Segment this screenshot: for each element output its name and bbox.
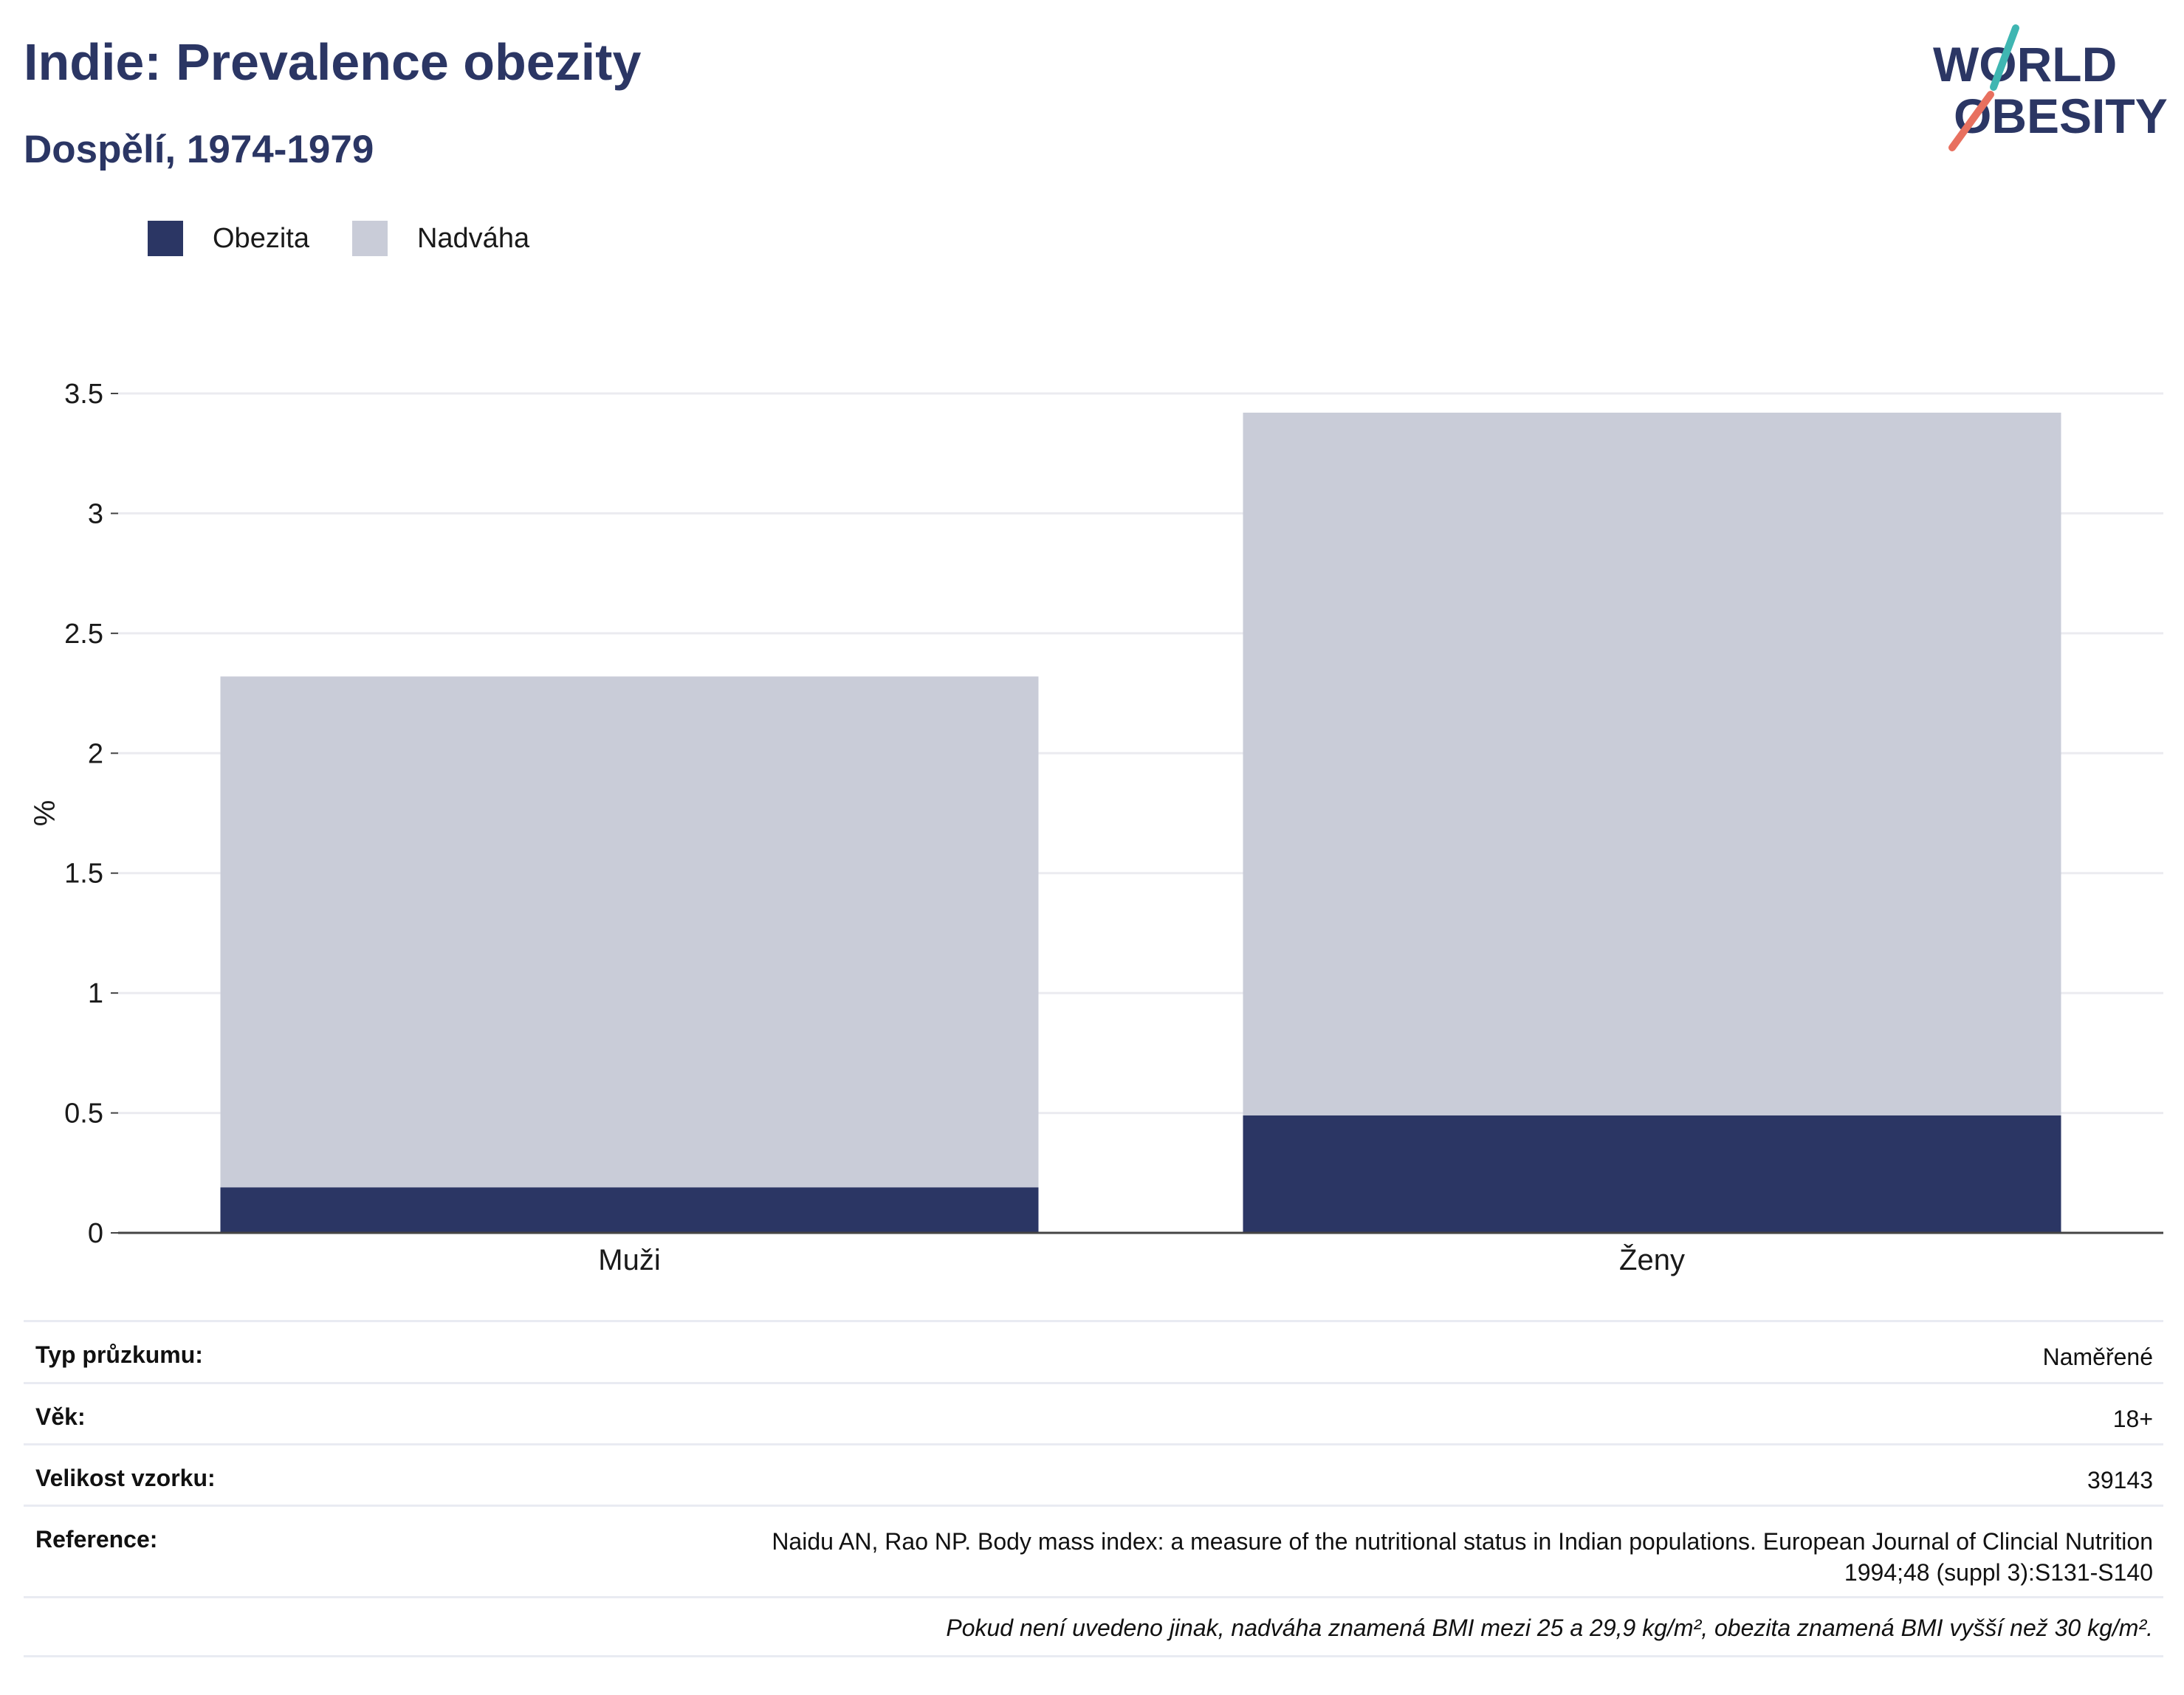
- y-tick-label: 1: [88, 978, 103, 1009]
- info-row-reference: Reference: Naidu AN, Rao NP. Body mass i…: [24, 1505, 2163, 1596]
- y-tick-label: 3.5: [64, 379, 103, 410]
- info-table: Typ průzkumu: Naměřené Věk: 18+ Velikost…: [24, 1320, 2163, 1657]
- legend-swatch-nadvaha: [351, 221, 388, 256]
- footnote: Pokud není uvedeno jinak, nadváha znamen…: [946, 1615, 2153, 1641]
- info-row-survey-type: Typ průzkumu: Naměřené: [24, 1320, 2163, 1382]
- info-row-age: Věk: 18+: [24, 1382, 2163, 1443]
- info-value: Naidu AN, Rao NP. Body mass index: a mea…: [772, 1526, 2153, 1588]
- bars: [220, 412, 2061, 1233]
- info-row-sample-size: Velikost vzorku: 39143: [24, 1443, 2163, 1505]
- chart-subtitle: Dospělí, 1974-1979: [24, 128, 374, 171]
- legend-item-nadvaha: Nadváha: [351, 221, 530, 256]
- bar-chart: 0 0.5 1 1.5 2 2.5 3 3.5 Muži Ženy %: [29, 379, 2163, 1276]
- logo-line1: WORLD: [1933, 37, 2117, 92]
- world-obesity-logo: WORLD OBESITY: [1933, 24, 2168, 151]
- y-tick-label: 1.5: [64, 859, 103, 890]
- y-tick-label: 2: [88, 738, 103, 769]
- bar-nadvaha-0: [220, 676, 1039, 1188]
- info-key: Velikost vzorku:: [35, 1465, 216, 1491]
- info-value: Naměřené: [2042, 1344, 2153, 1370]
- legend: Obezita Nadváha: [148, 218, 572, 259]
- bar-nadvaha-1: [1243, 412, 2061, 1115]
- legend-label-nadvaha: Nadváha: [416, 222, 530, 254]
- info-value: 18+: [2112, 1406, 2153, 1432]
- bar-obezita-1: [1243, 1115, 2061, 1233]
- y-axis-ticks: 0 0.5 1 1.5 2 2.5 3 3.5: [64, 379, 118, 1249]
- legend-swatch-obezita: [148, 221, 183, 256]
- legend-label-obezita: Obezita: [213, 222, 309, 254]
- y-tick-label: 0: [88, 1218, 103, 1249]
- footnote-row: Pokud není uvedeno jinak, nadváha znamen…: [24, 1596, 2163, 1657]
- reference-line-2: 1994;48 (suppl 3):S131-S140: [1844, 1559, 2153, 1586]
- bar-obezita-0: [220, 1187, 1039, 1233]
- info-key: Věk:: [35, 1403, 86, 1430]
- logo-teal-slash: [1990, 24, 2019, 91]
- info-key: Typ průzkumu:: [35, 1341, 203, 1368]
- y-axis-label: %: [29, 800, 61, 827]
- x-tick-label: Muži: [598, 1244, 660, 1276]
- info-key: Reference:: [35, 1526, 158, 1553]
- x-axis-ticks: Muži Ženy: [598, 1243, 1685, 1276]
- info-value: 39143: [2087, 1467, 2153, 1493]
- reference-line-1: Naidu AN, Rao NP. Body mass index: a mea…: [772, 1528, 2153, 1555]
- legend-item-obezita: Obezita: [148, 221, 309, 256]
- logo-coral-slash: [1948, 91, 1994, 151]
- y-tick-label: 3: [88, 498, 103, 529]
- y-tick-label: 0.5: [64, 1099, 103, 1130]
- y-tick-label: 2.5: [64, 619, 103, 650]
- chart-title: Indie: Prevalence obezity: [24, 33, 642, 91]
- x-tick-label: Ženy: [1619, 1243, 1685, 1276]
